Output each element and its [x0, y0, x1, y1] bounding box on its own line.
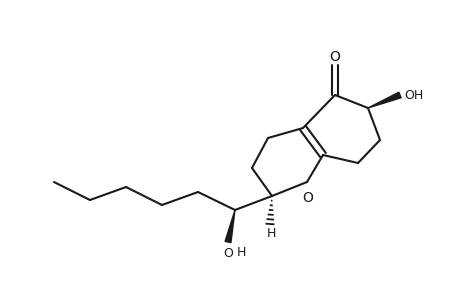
- Text: O: O: [223, 247, 232, 260]
- Text: O: O: [329, 50, 340, 64]
- Text: H: H: [266, 227, 275, 240]
- Text: OH: OH: [403, 88, 422, 101]
- Polygon shape: [367, 92, 400, 108]
- Polygon shape: [224, 210, 235, 243]
- Text: O: O: [302, 191, 313, 205]
- Text: H: H: [236, 246, 246, 259]
